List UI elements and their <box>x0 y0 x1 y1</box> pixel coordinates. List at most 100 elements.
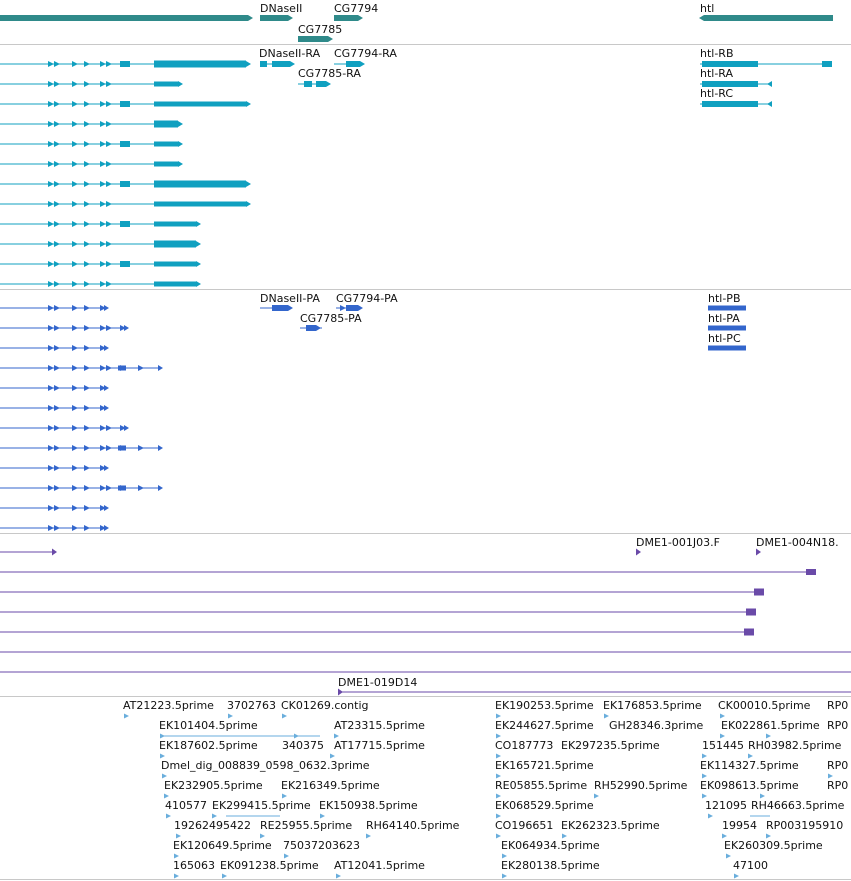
clone-label[interactable]: DME1-001J03.F <box>636 536 720 549</box>
est-arrow <box>722 833 727 839</box>
exon-chevron <box>72 141 78 147</box>
est-label[interactable]: RP0 <box>827 759 849 772</box>
exon-chevron <box>84 221 90 227</box>
est-label[interactable]: RH46663.5prime <box>751 799 845 812</box>
est-label[interactable]: EK064934.5prime <box>501 839 600 852</box>
est-label[interactable]: CO196651 <box>495 819 554 832</box>
protein-label[interactable]: htl-PB <box>708 292 741 305</box>
est-label[interactable]: EK176853.5prime <box>603 699 702 712</box>
transcript-label[interactable]: htl-RB <box>700 47 734 60</box>
est-label[interactable]: RE05855.5prime <box>495 779 588 792</box>
exon-chevron <box>106 485 112 491</box>
exon-chevron <box>54 61 60 67</box>
est-label[interactable]: EK262323.5prime <box>561 819 660 832</box>
strand-arrow <box>767 101 772 107</box>
est-label[interactable]: AT21223.5prime <box>123 699 214 712</box>
exon-block <box>154 120 178 128</box>
est-label[interactable]: 3702763 <box>227 699 276 712</box>
exon-block <box>260 61 267 67</box>
est-label[interactable]: EK244627.5prime <box>495 719 594 732</box>
exon-chevron <box>54 305 60 311</box>
clone-label[interactable]: DME1-004N18. <box>756 536 839 549</box>
est-label[interactable]: EK165721.5prime <box>495 759 594 772</box>
est-label[interactable]: RP0 <box>827 719 849 732</box>
exon-chevron <box>48 141 54 147</box>
transcript-label[interactable]: CG7794-RA <box>334 47 397 60</box>
est-label[interactable]: 121095 <box>705 799 747 812</box>
est-label[interactable]: 19954 <box>722 819 757 832</box>
strand-arrow <box>767 81 772 87</box>
est-label[interactable]: GH28346.3prime <box>609 719 704 732</box>
est-label[interactable]: EK280138.5prime <box>501 859 600 872</box>
protein-label[interactable]: CG7785-PA <box>300 312 362 325</box>
exon-chevron <box>138 445 144 451</box>
transcript-label[interactable]: htl-RA <box>700 67 734 80</box>
exon-chevron <box>138 365 144 371</box>
est-label[interactable]: AT17715.5prime <box>334 739 425 752</box>
est-label[interactable]: RP0 <box>827 779 849 792</box>
exon-block <box>120 181 130 187</box>
est-label[interactable]: RH64140.5prime <box>366 819 460 832</box>
est-label[interactable]: AT23315.5prime <box>334 719 425 732</box>
gene-label-cg7794[interactable]: CG7794 <box>334 2 379 15</box>
exon-chevron <box>72 101 78 107</box>
exon-chevron <box>84 281 90 287</box>
est-label[interactable]: AT12041.5prime <box>334 859 425 872</box>
exon-chevron <box>84 465 90 471</box>
transcript-label[interactable]: DNaseII-RA <box>259 47 321 60</box>
est-label[interactable]: 19262495422 <box>174 819 251 832</box>
est-label[interactable]: 47100 <box>733 859 768 872</box>
est-label[interactable]: EK098613.5prime <box>700 779 799 792</box>
est-label[interactable]: RP0 <box>827 699 849 712</box>
est-label[interactable]: EK114327.5prime <box>700 759 799 772</box>
est-label[interactable]: EK068529.5prime <box>495 799 594 812</box>
est-label[interactable]: EK022861.5prime <box>721 719 820 732</box>
protein-label[interactable]: DNaseII-PA <box>260 292 320 305</box>
est-label[interactable]: CK00010.5prime <box>718 699 811 712</box>
est-label[interactable]: 340375 <box>282 739 324 752</box>
protein-label[interactable]: htl-PA <box>708 312 740 325</box>
transcript-label[interactable]: htl-RC <box>700 87 734 100</box>
est-label[interactable]: 165063 <box>173 859 215 872</box>
est-label[interactable]: 75037203623 <box>283 839 360 852</box>
est-label[interactable]: CO187773 <box>495 739 554 752</box>
gene-label-cg7785[interactable]: CG7785 <box>298 23 343 36</box>
exon-chevron <box>84 161 90 167</box>
exon-chevron <box>100 405 106 411</box>
est-arrow <box>160 753 165 759</box>
exon-chevron <box>100 505 106 511</box>
exon-chevron <box>72 241 78 247</box>
est-label[interactable]: EK232905.5prime <box>164 779 263 792</box>
est-label[interactable]: RE25955.5prime <box>260 819 353 832</box>
exon-block <box>154 101 246 107</box>
est-label[interactable]: RP003195910 <box>766 819 844 832</box>
est-label[interactable]: RH52990.5prime <box>594 779 688 792</box>
est-label[interactable]: EK101404.5prime <box>159 719 258 732</box>
est-label[interactable]: CK01269.contig <box>281 699 369 712</box>
est-arrow <box>496 773 501 779</box>
protein-label[interactable]: htl-PC <box>708 332 741 345</box>
est-label[interactable]: EK150938.5prime <box>319 799 418 812</box>
gene-label-dnaseii[interactable]: DNaseII <box>260 2 303 15</box>
exon-chevron <box>100 121 106 127</box>
est-label[interactable]: EK091238.5prime <box>220 859 319 872</box>
est-label[interactable]: EK260309.5prime <box>724 839 823 852</box>
est-label[interactable]: EK190253.5prime <box>495 699 594 712</box>
est-label[interactable]: 410577 <box>165 799 207 812</box>
est-label[interactable]: EK187602.5prime <box>159 739 258 752</box>
est-label[interactable]: EK299415.5prime <box>212 799 311 812</box>
est-label[interactable]: Dmel_dig_008839_0598_0632.3prime <box>161 759 370 772</box>
est-label[interactable]: EK297235.5prime <box>561 739 660 752</box>
est-label[interactable]: 151445 <box>702 739 744 752</box>
est-label[interactable]: EK120649.5prime <box>173 839 272 852</box>
clone-label[interactable]: DME1-019D14 <box>338 676 418 689</box>
est-label[interactable]: RH03982.5prime <box>748 739 842 752</box>
exon-chevron <box>48 425 54 431</box>
exon-block <box>708 325 746 331</box>
est-label[interactable]: EK216349.5prime <box>281 779 380 792</box>
est-arrow <box>748 753 753 759</box>
transcript-label[interactable]: CG7785-RA <box>298 67 361 80</box>
gene-label-htl[interactable]: htl <box>700 2 715 15</box>
protein-label[interactable]: CG7794-PA <box>336 292 398 305</box>
